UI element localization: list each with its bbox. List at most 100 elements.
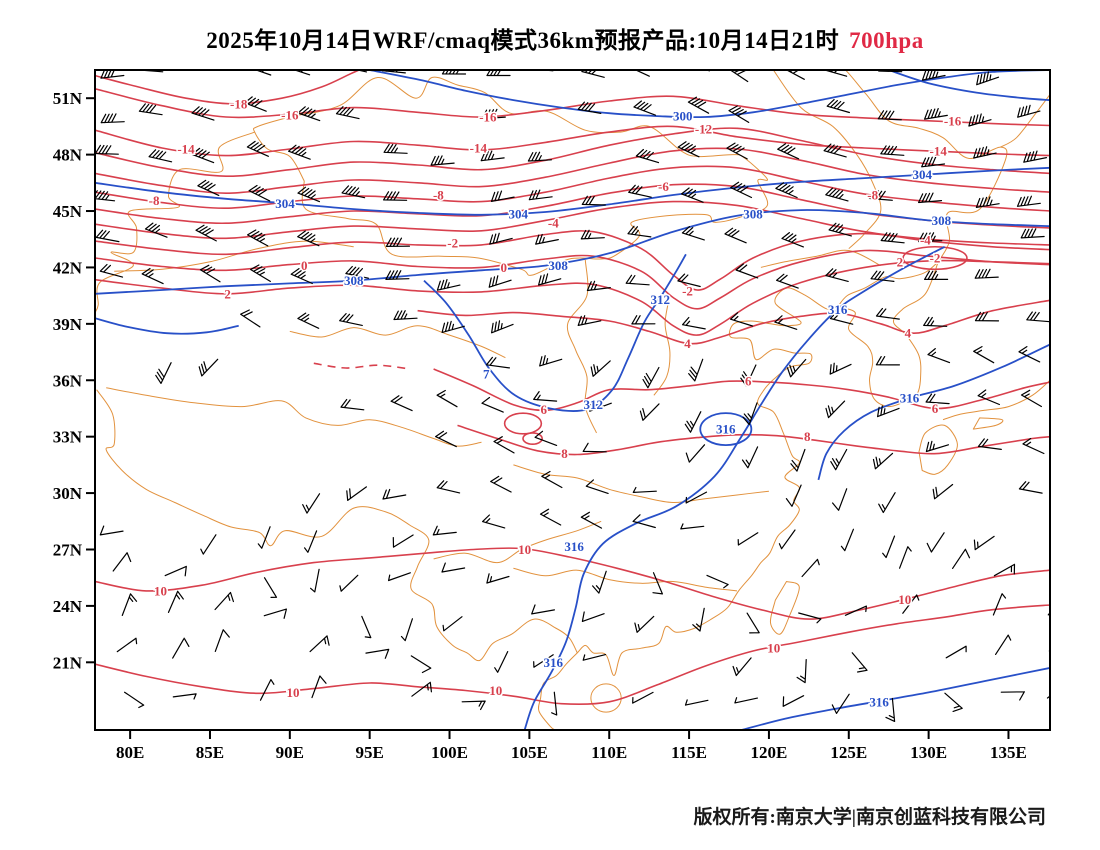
island-outline [918,424,958,475]
contour-label: 8 [804,429,811,444]
island-outline [590,683,622,713]
wind-barb [973,535,995,551]
contour-label: 4 [684,336,691,351]
wind-barb [968,113,992,127]
copyright-text: 版权所有:南京大学|南京创蓝科技有限公司 [693,805,1046,828]
wind-barb [144,222,168,238]
wind-barb [944,692,963,712]
wind-barb [259,679,275,701]
wind-barb [742,402,758,426]
wind-barb [992,593,1007,616]
wind-barb [923,316,948,327]
map-boundary-line [513,567,738,592]
wind-barb [383,143,408,154]
wind-barb [248,184,271,202]
wind-barb [393,310,418,321]
wind-barb [581,70,605,78]
map-boundary-line [760,249,881,268]
contour-line [523,245,946,730]
wind-barb [692,607,705,632]
contour-label: -8 [149,193,160,208]
wind-barb [823,70,848,77]
wind-barb [790,448,806,472]
contour-line [457,424,1050,456]
wind-barb [875,307,900,320]
wind-barb [489,232,513,245]
contour-line [522,432,543,445]
wind-barb [155,362,172,384]
wind-barb [798,612,822,624]
contour-line [433,368,1050,412]
wind-barb [1022,437,1045,455]
wind-barb [781,232,804,248]
contour-line [888,70,1050,101]
wind-barb [642,366,660,389]
wind-barb [191,106,215,121]
chart-title-pressure-level: 700hpa [849,28,924,53]
contour-line [95,259,1050,336]
wind-barb [580,229,605,240]
wind-barb [634,70,650,77]
map-boundary-line [513,464,769,504]
wind-barb [551,691,558,716]
wind-barb [528,189,553,201]
wind-barb [976,71,1000,86]
wind-barb [685,444,706,463]
wind-barb [880,145,905,156]
y-axis-tick-label: 48N [53,146,83,165]
contour-label: 10 [287,685,300,700]
contour-label: 4 [905,326,912,341]
wind-barb [828,222,852,237]
wind-barb [250,264,271,282]
wind-barb [400,618,413,642]
map-boundary-line [837,261,939,408]
contour-label: -12 [695,122,712,137]
contour-label: 308 [932,213,952,228]
wind-barb [297,312,320,329]
contour-label: 312 [584,397,604,412]
chart-title: 2025年10月14日WRF/cmaq模式36km预报产品:10月14日21时 7… [206,27,923,53]
wind-barb [141,267,164,285]
contour-line [95,166,1050,216]
wind-barb [534,430,558,446]
wind-barb [339,574,359,592]
wind-barb [786,358,807,378]
wind-barb [388,572,411,582]
wind-barb [735,263,759,279]
stray-contour-label: 7 [483,366,490,381]
contour-label: -8 [433,188,444,203]
wind-barb [1048,647,1050,652]
wind-barb [774,315,798,330]
y-axis-tick-label: 36N [53,371,83,390]
contour-label: 10 [518,542,531,557]
wind-barb [684,699,709,706]
wind-barb [577,315,602,326]
wind-barb [741,446,759,469]
wind-barb [682,316,706,330]
wind-barb [531,604,555,615]
wind-barb [335,106,360,120]
wind-barb [99,525,124,536]
wind-barb [681,187,704,203]
wind-barb [361,615,372,639]
wind-barb [877,405,900,418]
wind-barb [535,233,559,245]
map-boundary-line [1000,94,1050,148]
map-boundary-line [837,261,939,308]
wind-barb [410,655,432,674]
y-axis-tick-label: 39N [53,315,83,334]
contour-label: 300 [673,109,693,124]
wind-barb [480,150,505,162]
contour-label: 316 [828,302,848,317]
map-boundary-line [433,520,602,564]
wind-barb [868,190,893,201]
wind-barb [195,224,217,242]
wind-barb [776,273,799,289]
wind-barb [585,479,609,494]
wind-barb [95,190,116,202]
wind-barb [199,264,221,283]
map-boundary-line [289,325,506,359]
contour-label: 10 [154,583,167,598]
contour-label: -14 [930,143,948,158]
y-axis-tick-label: 24N [53,597,83,616]
